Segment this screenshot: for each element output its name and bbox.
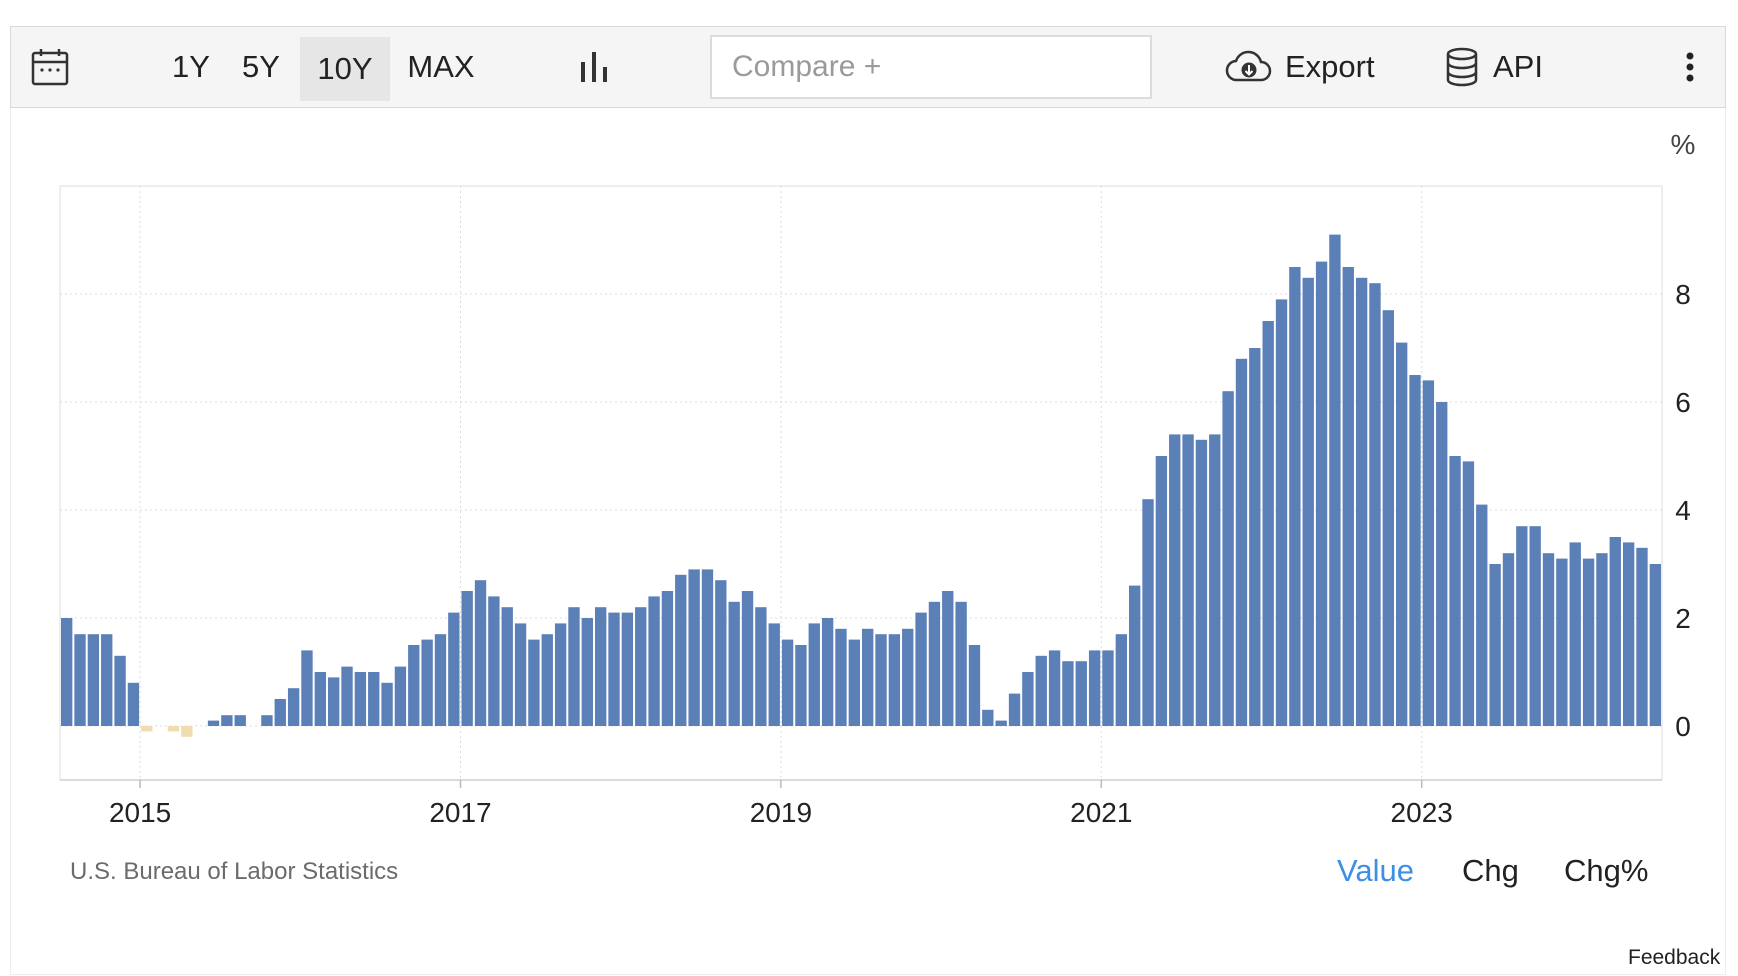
calendar-icon[interactable] <box>31 27 69 107</box>
view-value-button[interactable]: Value <box>1337 853 1414 888</box>
range-1y-button[interactable]: 1Y <box>172 49 210 84</box>
cloud-download-icon <box>1225 50 1273 84</box>
export-button[interactable]: Export <box>1225 27 1375 107</box>
chart-panel <box>10 108 1726 975</box>
range-max-button[interactable]: MAX <box>407 49 475 84</box>
compare-input[interactable] <box>710 35 1152 99</box>
chart-toolbar: 1Y 5Y 10Y MAX Export API <box>10 26 1726 108</box>
view-chg-percent-button[interactable]: Chg% <box>1564 853 1649 888</box>
view-chg-button[interactable]: Chg <box>1462 853 1519 888</box>
range-10y-button[interactable]: 10Y <box>300 37 390 101</box>
range-5y-button[interactable]: 5Y <box>242 49 280 84</box>
vertical-ellipsis-icon[interactable] <box>1685 27 1695 107</box>
source-label: U.S. Bureau of Labor Statistics <box>70 858 399 885</box>
bar-chart-icon[interactable] <box>579 27 609 107</box>
api-button[interactable]: API <box>1445 27 1543 107</box>
feedback-link[interactable]: Feedback <box>1628 946 1721 969</box>
database-icon <box>1445 47 1479 87</box>
api-label: API <box>1493 49 1543 84</box>
export-label: Export <box>1285 49 1375 84</box>
